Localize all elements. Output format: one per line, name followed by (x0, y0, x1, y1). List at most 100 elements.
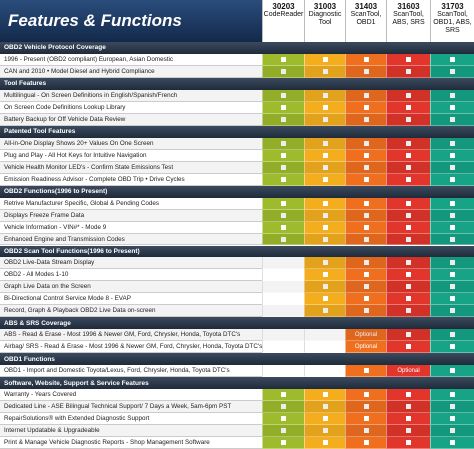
feature-cell (304, 89, 345, 102)
check-mark (406, 200, 411, 206)
check-mark (406, 92, 411, 98)
feature-row: OBD1 - Import and Domestic Toyota/Lexus,… (0, 365, 474, 378)
check-mark (281, 140, 286, 146)
check-mark (281, 164, 286, 170)
check-mark (322, 152, 328, 158)
check-mark (322, 68, 328, 74)
feature-cell (345, 209, 386, 222)
feature-cell (345, 257, 386, 270)
check-mark (450, 440, 455, 445)
feature-label: CAN and 2010 • Model Diesel and Hybrid C… (0, 66, 262, 78)
feature-cell (386, 113, 430, 126)
feature-cell (262, 281, 304, 294)
feature-cell (345, 89, 386, 102)
feature-cell (345, 173, 386, 186)
feature-cell (386, 389, 430, 402)
check-mark (406, 236, 411, 242)
feature-cell (345, 281, 386, 294)
feature-cell (386, 137, 430, 150)
feature-label: OBD2 - All Modes 1-10 (0, 269, 262, 282)
check-mark (363, 200, 369, 206)
feature-label: OBD1 - Import and Domestic Toyota/Lexus,… (0, 365, 262, 378)
model-name: ScanTool, OBD1, ABS, SRS (433, 11, 472, 34)
feature-cell (386, 221, 430, 234)
check-mark (450, 344, 455, 350)
section-title: OBD2 Vehicle Protocol Coverage (4, 44, 106, 52)
feature-cell (262, 413, 304, 426)
feature-cell (430, 437, 474, 449)
feature-row: Retrive Manufacturer Specific, Global & … (0, 197, 474, 210)
feature-cell: Optional (386, 365, 430, 378)
column-header: 31403 ScanTool, OBD1 (345, 0, 386, 42)
feature-cell (262, 305, 304, 318)
feature-cell (345, 425, 386, 438)
feature-cell (430, 281, 474, 294)
feature-cell (386, 149, 430, 162)
feature-cell (345, 197, 386, 210)
feature-row: OBD2 Live-Data Stream Display (0, 257, 474, 270)
optional-label: Optional (397, 367, 420, 374)
feature-cell (345, 53, 386, 66)
feature-cell (430, 101, 474, 114)
feature-cell (386, 437, 430, 449)
check-mark (406, 104, 411, 110)
check-mark (281, 416, 286, 422)
feature-cell (386, 305, 430, 318)
feature-cell (262, 173, 304, 186)
feature-cell (304, 53, 345, 66)
feature-row: 1996 - Present (OBD2 compliant) European… (0, 53, 474, 66)
check-mark (363, 416, 369, 422)
check-mark (281, 404, 286, 410)
feature-cell (386, 341, 430, 354)
feature-row: ABS - Read & Erase - Most 1996 & Newer G… (0, 329, 474, 342)
feature-row: Vehicle Health Monitor LED's - Confirm S… (0, 161, 474, 174)
check-mark (281, 200, 286, 206)
column-header: 31003 Diagnostic Tool (304, 0, 345, 42)
check-mark (322, 272, 328, 278)
feature-cell (386, 425, 430, 438)
check-mark (363, 404, 369, 410)
feature-cell (386, 257, 430, 270)
feature-label: Print & Manage Vehicle Diagnostic Report… (0, 437, 262, 449)
feature-cell (262, 101, 304, 114)
feature-cell (345, 269, 386, 282)
feature-cell (430, 233, 474, 246)
feature-cell (304, 137, 345, 150)
feature-cell (304, 65, 345, 78)
feature-cell (304, 269, 345, 282)
feature-cell (345, 113, 386, 126)
column-header: 31603 ScanTool, ABS, SRS (386, 0, 430, 42)
feature-row: On Screen Code Definitions Lookup Librar… (0, 101, 474, 114)
check-mark (363, 104, 369, 110)
check-mark (406, 284, 411, 290)
check-mark (363, 164, 369, 170)
feature-cell (304, 341, 345, 354)
feature-cell (386, 89, 430, 102)
feature-cell (262, 329, 304, 342)
feature-cell (386, 65, 430, 78)
check-mark (363, 284, 369, 290)
section-row: OBD2 Vehicle Protocol Coverage (0, 42, 474, 54)
column-header: 31703 ScanTool, OBD1, ABS, SRS (430, 0, 474, 42)
check-mark (363, 56, 369, 62)
check-mark (281, 440, 286, 445)
feature-cell (430, 53, 474, 66)
feature-label: Multilingual - On Screen Definitions in … (0, 90, 262, 102)
feature-label: Internet Updatable & Upgradeable (0, 425, 262, 438)
check-mark (363, 272, 369, 278)
check-mark (406, 332, 411, 338)
feature-cell (345, 161, 386, 174)
feature-cell (386, 209, 430, 222)
feature-label: OBD2 Live-Data Stream Display (0, 257, 262, 270)
feature-cell (262, 89, 304, 102)
feature-cell (304, 425, 345, 438)
feature-row: Print & Manage Vehicle Diagnostic Report… (0, 437, 474, 449)
feature-row: Dedicated Line - ASE Bilingual Technical… (0, 401, 474, 414)
feature-label: Graph Live Data on the Screen (0, 281, 262, 294)
check-mark (406, 428, 411, 434)
section-title: ABS & SRS Coverage (4, 319, 71, 327)
feature-label: Vehicle Information - VIN#* - Mode 9 (0, 222, 262, 234)
feature-cell (262, 425, 304, 438)
check-mark (450, 332, 455, 338)
check-mark (450, 164, 455, 170)
